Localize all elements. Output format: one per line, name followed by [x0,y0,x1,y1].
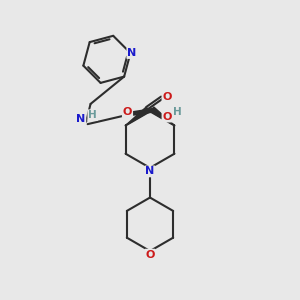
Text: N: N [146,167,154,176]
Text: O: O [163,92,172,102]
Text: H: H [88,110,97,120]
Polygon shape [125,107,149,125]
Text: O: O [163,112,172,122]
Text: O: O [145,250,155,260]
Polygon shape [151,107,175,125]
Text: N: N [76,114,86,124]
Text: H: H [173,107,182,117]
Text: N: N [127,48,136,58]
Text: O: O [123,107,132,117]
